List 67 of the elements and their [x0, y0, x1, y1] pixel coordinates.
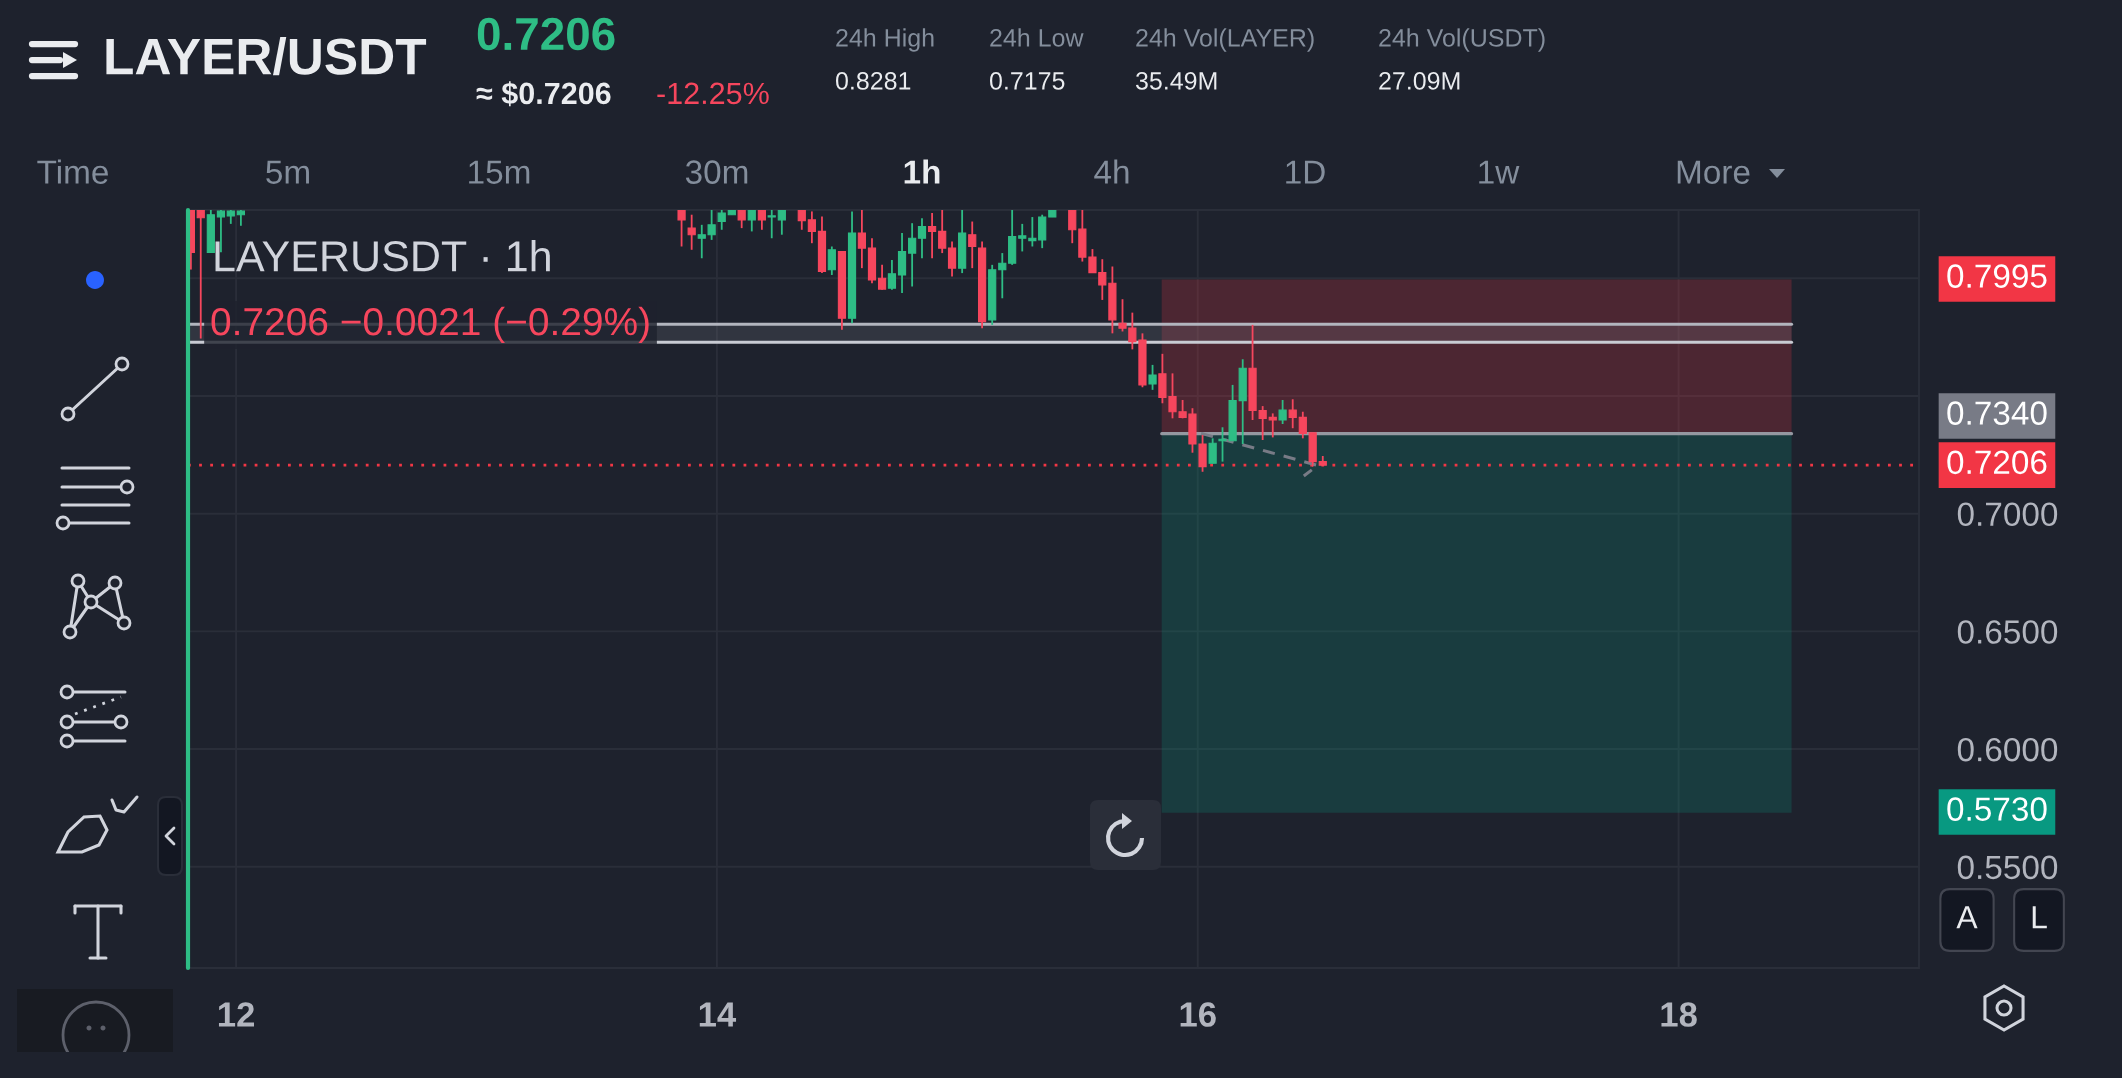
- text: 0.8281: [835, 72, 911, 90]
- y-tick-label: 0.6000: [1957, 737, 2058, 762]
- text: Time: [37, 159, 108, 184]
- candlestick: [1148, 363, 1157, 391]
- candlestick: [827, 245, 836, 276]
- chart-title: LAYER/USDT: [106, 37, 427, 76]
- text: A: [1956, 906, 1978, 929]
- x-tick-label: 18: [1661, 1002, 1697, 1027]
- text: 0.7206: [477, 17, 615, 51]
- text: ≈ $0.7206: [476, 81, 611, 107]
- candlestick: [908, 222, 917, 288]
- candlestick: [938, 210, 947, 254]
- y-tick-label: 0.6500: [1957, 620, 2058, 644]
- text: 24h High: [836, 28, 934, 52]
- candlestick: [196, 210, 205, 340]
- annotation: 0.7206 −0.0021 (−0.29%): [211, 306, 649, 344]
- text: 1w: [1479, 160, 1520, 184]
- text: 0.7340: [1947, 401, 2047, 425]
- text: More: [1677, 160, 1750, 184]
- x-tick-label: 14: [699, 1002, 737, 1027]
- candlestick: [777, 210, 786, 236]
- candlestick: [897, 232, 907, 295]
- text: 4h: [1094, 159, 1129, 184]
- candlestick: [1268, 412, 1277, 439]
- candlestick: [1288, 398, 1297, 430]
- text: LAYERUSDT · 1h: [215, 239, 550, 272]
- candlestick: [1278, 399, 1287, 425]
- candlestick: [717, 210, 726, 231]
- candlestick: [968, 220, 977, 270]
- candlestick: [677, 210, 686, 248]
- text: 0.5730: [1947, 797, 2047, 821]
- candlestick: [807, 210, 816, 245]
- ref-line-label: 0.7206: [1947, 450, 2047, 475]
- text: 35.49M: [1135, 72, 1217, 90]
- y-tick-label: 0.5500: [1957, 855, 2058, 880]
- text: 24h Vol(LAYER): [1136, 28, 1314, 52]
- candlestick: [917, 217, 927, 260]
- y-tick-label: 0.7000: [1957, 502, 2058, 527]
- text: 0.7175: [989, 72, 1065, 90]
- x-tick-label: 12: [218, 1002, 255, 1027]
- candlestick: [998, 252, 1007, 300]
- candlestick: [767, 210, 776, 240]
- candlestick: [857, 210, 866, 270]
- text: L: [2032, 906, 2047, 929]
- text: 1h: [904, 159, 940, 184]
- x-tick-label: 16: [1180, 1002, 1216, 1027]
- text: 15m: [469, 160, 530, 184]
- text: 5m: [266, 160, 309, 184]
- candlestick: [797, 210, 806, 231]
- candlestick: [1018, 222, 1027, 253]
- text: 24h Low: [990, 28, 1084, 47]
- candlestick: [927, 212, 937, 260]
- text: 30m: [685, 160, 748, 184]
- text: 1D: [1286, 160, 1325, 184]
- candlestick: [1208, 437, 1217, 465]
- candlestick: [747, 210, 756, 233]
- candlestick: [1068, 210, 1077, 245]
- text: 24h Vol(USDT): [1379, 28, 1545, 52]
- candlestick: [887, 259, 897, 291]
- candlestick: [947, 240, 957, 278]
- text: 0.7995: [1947, 264, 2047, 288]
- candlestick: [737, 210, 746, 230]
- candlestick: [877, 263, 887, 291]
- text: -12.25%: [657, 82, 769, 105]
- candlestick: [687, 213, 696, 251]
- candlestick: [757, 210, 766, 231]
- text: 27.09M: [1379, 72, 1460, 90]
